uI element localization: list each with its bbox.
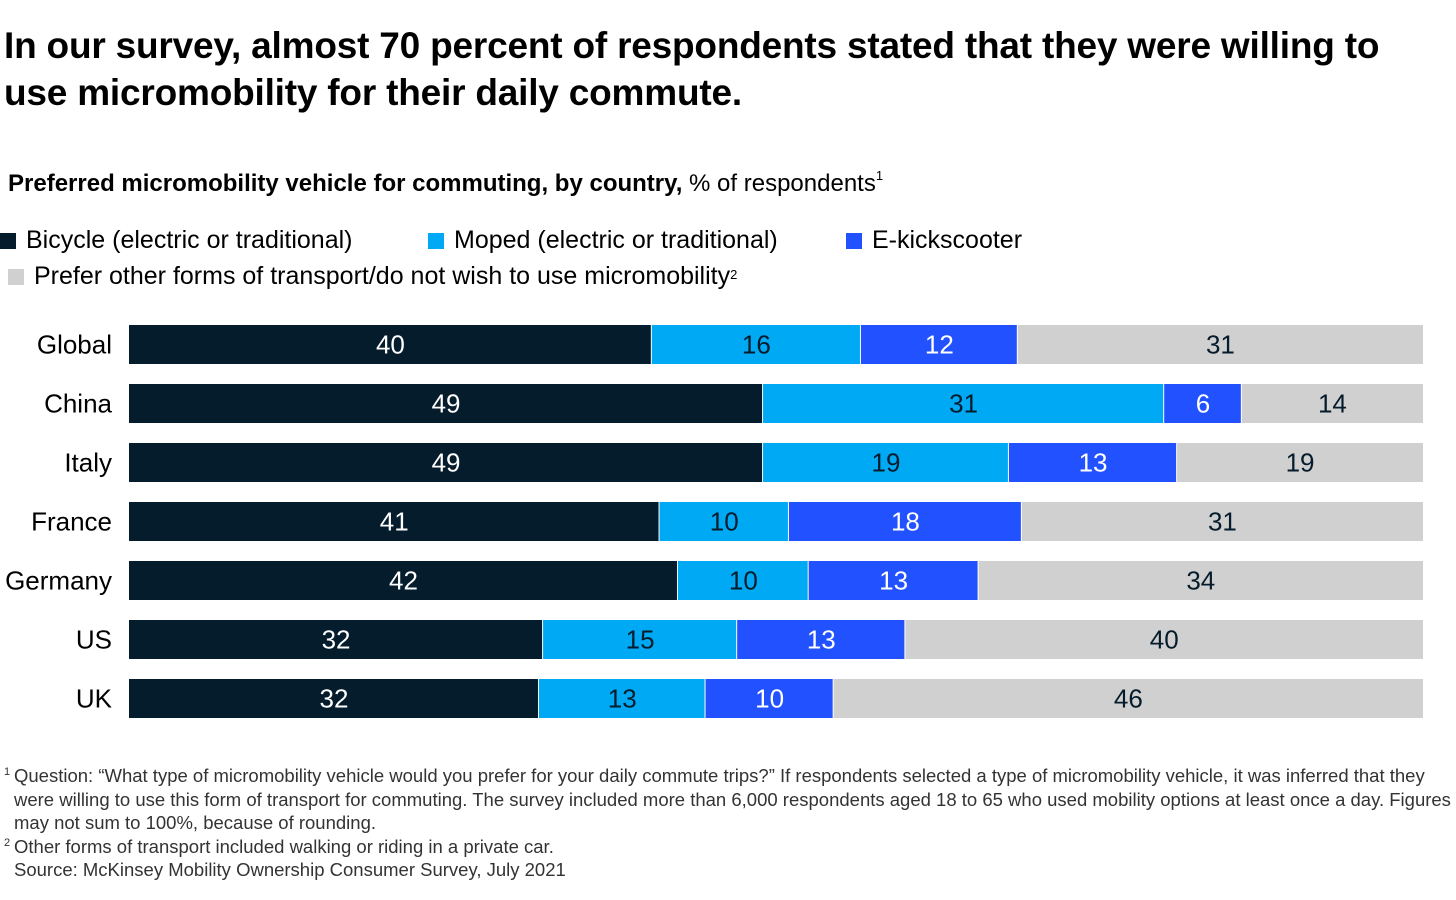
legend-swatch-ekickscooter [846, 232, 862, 249]
bar-segment-china-s3 [1241, 384, 1423, 423]
bar-segment-italy-s0 [129, 443, 763, 482]
data-label-china-s1: 31 [949, 389, 978, 419]
bar-segment-uk-s2 [705, 679, 833, 718]
bar-segment-france-s1 [659, 502, 788, 541]
footnotes: 1 Question: “What type of micromobility v… [4, 764, 1454, 882]
legend-swatch-other [8, 268, 24, 285]
data-label-italy-s3: 19 [1286, 448, 1315, 478]
data-label-global-s3: 31 [1206, 330, 1235, 360]
bar-segment-china-s1 [763, 384, 1164, 423]
legend-label-other: Prefer other forms of transport/do not w… [34, 262, 731, 290]
category-label-germany: Germany [5, 566, 112, 596]
footnote-1-mark: 1 [4, 766, 11, 778]
bar-segment-global-s2 [860, 325, 1017, 364]
bar-segment-germany-s1 [677, 561, 808, 600]
bar-segment-global-s1 [651, 325, 860, 364]
bar-segment-us-s0 [129, 620, 543, 659]
data-label-france-s0: 41 [380, 507, 409, 537]
data-label-china-s0: 49 [432, 389, 461, 419]
data-label-uk-s1: 13 [608, 684, 637, 714]
bar-segment-uk-s0 [129, 679, 538, 718]
bar-segment-france-s2 [788, 502, 1021, 541]
footnote-2: 2 Other forms of transport included walki… [4, 835, 1454, 859]
legend-item-moped: Moped (electric or traditional) [428, 226, 778, 255]
legend-swatch-moped [428, 232, 444, 249]
bar-segment-global-s0 [129, 325, 651, 364]
data-label-france-s2: 18 [891, 507, 920, 537]
data-label-germany-s0: 42 [389, 566, 418, 596]
data-label-china-s2: 6 [1196, 389, 1210, 419]
bar-segment-us-s3 [905, 620, 1423, 659]
bar-segment-italy-s2 [1008, 443, 1177, 482]
chart-subtitle: Preferred micromobility vehicle for comm… [8, 168, 884, 198]
data-label-germany-s2: 13 [879, 566, 908, 596]
bar-segment-france-s3 [1021, 502, 1423, 541]
category-label-italy: Italy [64, 448, 112, 478]
legend-swatch-bicycle [0, 232, 16, 249]
legend-item-ekickscooter: E-kickscooter [846, 226, 1022, 255]
bar-segment-france-s0 [129, 502, 659, 541]
data-label-us-s2: 13 [807, 625, 836, 655]
legend-item-other: Prefer other forms of transport/do not w… [8, 262, 737, 291]
bar-segment-china-s0 [129, 384, 763, 423]
bar-segment-italy-s1 [763, 443, 1008, 482]
data-label-global-s1: 16 [742, 330, 771, 360]
footnote-1: 1 Question: “What type of micromobility v… [4, 764, 1454, 835]
data-label-global-s2: 12 [925, 330, 954, 360]
subtitle-footnote-mark: 1 [875, 168, 884, 183]
subtitle-bold: Preferred micromobility vehicle for comm… [8, 170, 683, 197]
chart-title: In our survey, almost 70 percent of resp… [4, 25, 1380, 113]
footnote-1-text: Question: “What type of micromobility ve… [14, 765, 1451, 833]
subtitle-unit: % of respondents [682, 170, 876, 197]
data-label-italy-s1: 19 [872, 448, 901, 478]
data-label-france-s3: 31 [1208, 507, 1237, 537]
category-label-us: US [76, 625, 112, 655]
category-label-uk: UK [76, 684, 113, 714]
footnote-2-mark: 2 [4, 836, 11, 849]
bar-segment-germany-s3 [978, 561, 1423, 600]
data-label-uk-s3: 46 [1114, 684, 1143, 714]
data-label-italy-s0: 49 [432, 448, 461, 478]
bar-segment-germany-s0 [129, 561, 677, 600]
data-label-germany-s1: 10 [729, 566, 758, 596]
data-label-uk-s2: 10 [755, 684, 784, 714]
data-label-global-s0: 40 [376, 330, 405, 360]
bar-segment-global-s3 [1017, 325, 1423, 364]
bar-segment-uk-s3 [833, 679, 1423, 718]
data-label-us-s1: 15 [626, 625, 655, 655]
data-label-france-s1: 10 [710, 507, 739, 537]
category-label-france: France [31, 507, 112, 537]
data-label-germany-s3: 34 [1186, 566, 1215, 596]
data-label-us-s0: 32 [322, 625, 351, 655]
category-label-global: Global [37, 330, 112, 360]
legend-item-bicycle: Bicycle (electric or traditional) [0, 226, 353, 255]
bar-segment-us-s2 [737, 620, 905, 659]
bar-segment-china-s2 [1164, 384, 1241, 423]
source-note: Source: McKinsey Mobility Ownership Cons… [14, 859, 566, 880]
data-label-us-s3: 40 [1150, 625, 1179, 655]
bar-segment-us-s1 [543, 620, 737, 659]
legend-label-moped: Moped (electric or traditional) [454, 226, 778, 254]
legend-label-ekickscooter: E-kickscooter [872, 226, 1023, 254]
bar-segment-germany-s2 [808, 561, 978, 600]
data-label-china-s3: 14 [1318, 389, 1347, 419]
bar-segment-uk-s1 [538, 679, 705, 718]
legend-label-bicycle: Bicycle (electric or traditional) [26, 226, 353, 254]
data-label-italy-s2: 13 [1079, 448, 1108, 478]
data-label-uk-s0: 32 [320, 684, 349, 714]
footnote-2-text: Other forms of transport included walkin… [14, 835, 554, 857]
legend-footnote-mark: 2 [730, 267, 738, 282]
bar-segment-italy-s3 [1177, 443, 1423, 482]
stacked-bar-chart: Global 40 16 12 31 China 49 31 6 14 Italy 49 19 13 19 F… [5, 325, 1423, 718]
category-label-china: China [44, 389, 112, 419]
